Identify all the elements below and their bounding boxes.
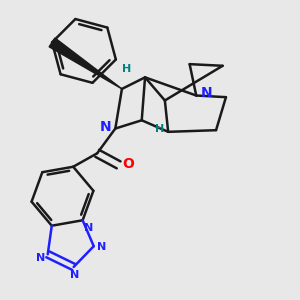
Polygon shape — [49, 38, 122, 89]
Text: H: H — [122, 64, 131, 74]
Text: N: N — [100, 120, 111, 134]
Text: N: N — [84, 223, 94, 233]
Text: N: N — [97, 242, 106, 252]
Text: H: H — [155, 124, 164, 134]
Text: O: O — [122, 157, 134, 171]
Text: N: N — [201, 86, 213, 100]
Text: N: N — [36, 253, 45, 263]
Text: N: N — [70, 270, 80, 280]
